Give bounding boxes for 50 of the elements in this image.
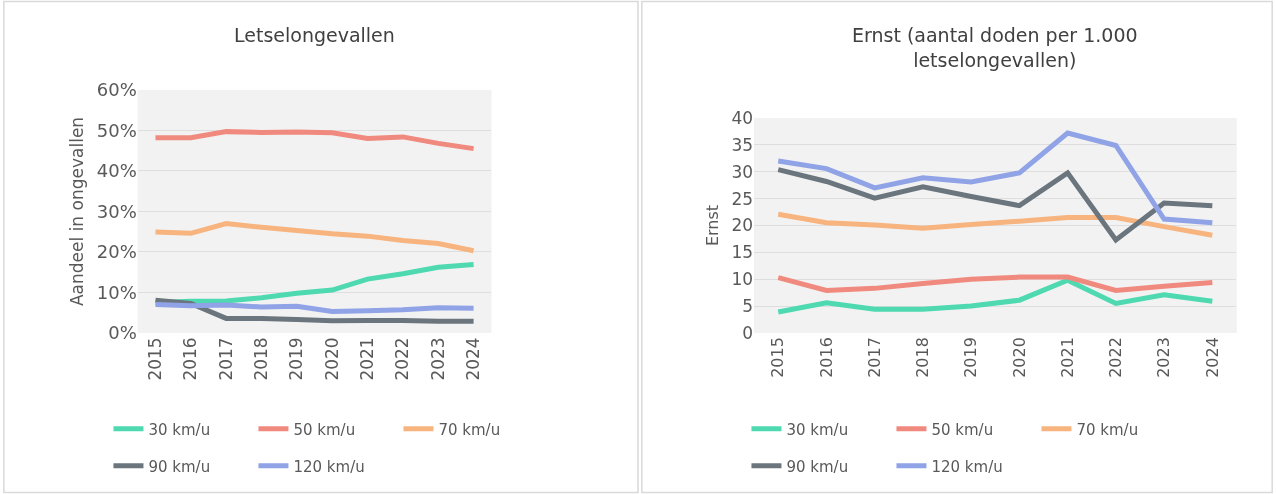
y-tick-label: 20% [96, 241, 137, 263]
x-tick-label: 2020 [321, 337, 342, 381]
legend-label: 90 km/u [148, 457, 211, 476]
x-tick-label: 2016 [180, 337, 201, 381]
y-tick-label: 5 [742, 296, 754, 317]
y-tick-label: 0% [108, 322, 137, 344]
x-tick-label: 2023 [1154, 337, 1174, 378]
legend-label: 120 km/u [931, 457, 1003, 476]
x-tick-label: 2019 [286, 337, 307, 381]
legend-label: 30 km/u [786, 420, 849, 439]
x-tick-label: 2023 [427, 337, 448, 381]
x-tick-label: 2018 [913, 337, 933, 378]
y-tick-label: 15 [731, 242, 754, 263]
x-tick-label: 2024 [463, 337, 484, 381]
y-axis-title: Aandeel in ongevallen [67, 116, 88, 307]
x-tick-label: 2021 [1057, 337, 1077, 378]
x-tick-label: 2024 [1202, 337, 1222, 378]
legend-label: 90 km/u [786, 457, 849, 476]
x-tick-label: 2019 [961, 337, 981, 378]
legend-label: 70 km/u [1076, 420, 1139, 439]
x-tick-label: 2015 [145, 337, 165, 381]
y-tick-label: 25 [731, 188, 754, 209]
legend-label: 120 km/u [293, 457, 365, 476]
y-tick-label: 30% [96, 200, 137, 222]
y-tick-label: 40% [96, 160, 137, 182]
x-tick-label: 2016 [816, 337, 836, 378]
y-tick-label: 20 [731, 215, 754, 236]
x-tick-label: 2022 [392, 337, 413, 381]
y-tick-label: 10% [96, 281, 137, 303]
y-tick-label: 0 [742, 322, 754, 343]
legend-label: 50 km/u [931, 420, 994, 439]
y-tick-label: 60% [96, 79, 137, 101]
y-tick-label: 40 [731, 108, 754, 129]
legend-label: 30 km/u [148, 420, 211, 439]
x-tick-label: 2017 [864, 337, 884, 378]
x-tick-label: 2020 [1009, 337, 1029, 378]
x-tick-label: 2021 [357, 337, 378, 381]
chart-title: Ernst (aantal doden per 1.000 letselongevallen) [852, 24, 1138, 71]
y-tick-label: 10 [731, 269, 754, 290]
x-tick-label: 2017 [215, 337, 236, 381]
legend-label: 50 km/u [293, 420, 356, 439]
y-axis-title: Ernst [703, 204, 723, 247]
x-tick-label: 2015 [768, 337, 788, 378]
x-tick-label: 2022 [1106, 337, 1126, 378]
y-tick-label: 30 [731, 161, 754, 182]
legend-label: 70 km/u [438, 420, 501, 439]
x-tick-label: 2018 [251, 337, 272, 381]
y-tick-label: 50% [96, 119, 137, 141]
y-tick-label: 35 [731, 134, 754, 155]
chart-title: Letselongevallen [234, 24, 395, 46]
